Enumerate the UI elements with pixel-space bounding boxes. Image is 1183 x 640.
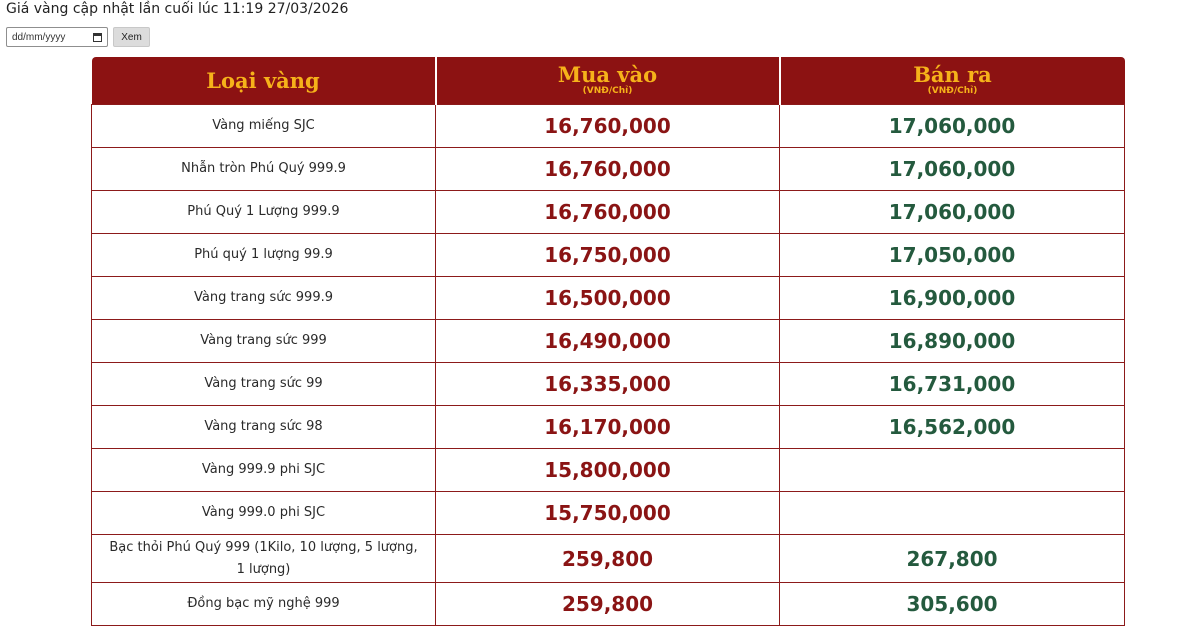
sell-price-cell: 16,731,000 xyxy=(779,362,1125,406)
table-row: Vàng 999.0 phi SJC 15,750,000 xyxy=(91,491,1125,535)
table-row: Vàng trang sức 999.9 16,500,000 16,900,0… xyxy=(91,276,1125,320)
table-row: Vàng trang sức 99 16,335,000 16,731,000 xyxy=(91,362,1125,406)
buy-price-cell: 259,800 xyxy=(435,534,780,583)
buy-price-cell: 16,760,000 xyxy=(435,190,780,234)
header-gold-type-title: Loại vàng xyxy=(206,67,320,93)
calendar-icon[interactable] xyxy=(93,32,102,42)
sell-price-cell: 16,890,000 xyxy=(779,319,1125,363)
buy-price-cell: 16,170,000 xyxy=(435,405,780,449)
gold-type-cell: Bạc thỏi Phú Quý 999 (1Kilo, 10 lượng, 5… xyxy=(91,534,436,583)
gold-type-cell: Vàng trang sức 999.9 xyxy=(91,276,436,320)
sell-price-cell: 16,562,000 xyxy=(779,405,1125,449)
header-sell-title: Bán ra xyxy=(913,62,992,87)
table-row: Vàng 999.9 phi SJC 15,800,000 xyxy=(91,448,1125,492)
sell-price-cell xyxy=(779,448,1125,492)
header-sell: Bán ra (VNĐ/Chỉ) xyxy=(778,57,1125,105)
buy-price-cell: 16,335,000 xyxy=(435,362,780,406)
table-row: Phú quý 1 lượng 99.9 16,750,000 17,050,0… xyxy=(91,233,1125,277)
table-row: Vàng trang sức 999 16,490,000 16,890,000 xyxy=(91,319,1125,363)
buy-price-cell: 15,800,000 xyxy=(435,448,780,492)
gold-type-cell: Nhẫn tròn Phú Quý 999.9 xyxy=(91,147,436,191)
buy-price-cell: 259,800 xyxy=(435,582,780,626)
view-button[interactable]: Xem xyxy=(113,27,150,47)
sell-price-cell: 267,800 xyxy=(779,534,1125,583)
gold-price-table: Loại vàng Mua vào (VNĐ/Chỉ) Bán ra (VNĐ/… xyxy=(91,57,1125,626)
buy-price-cell: 16,750,000 xyxy=(435,233,780,277)
sell-price-cell: 17,060,000 xyxy=(779,147,1125,191)
buy-price-cell: 16,760,000 xyxy=(435,147,780,191)
table-header-row: Loại vàng Mua vào (VNĐ/Chỉ) Bán ra (VNĐ/… xyxy=(91,57,1125,105)
gold-type-cell: Đồng bạc mỹ nghệ 999 xyxy=(91,582,436,626)
buy-price-cell: 16,490,000 xyxy=(435,319,780,363)
table-row: Bạc thỏi Phú Quý 999 (1Kilo, 10 lượng, 5… xyxy=(91,534,1125,583)
gold-type-cell: Phú quý 1 lượng 99.9 xyxy=(91,233,436,277)
gold-type-cell: Vàng trang sức 98 xyxy=(91,405,436,449)
sell-price-cell xyxy=(779,491,1125,535)
sell-price-cell: 17,060,000 xyxy=(779,190,1125,234)
date-controls: dd/mm/yyyy Xem xyxy=(6,27,150,47)
buy-price-cell: 16,760,000 xyxy=(435,104,780,148)
buy-price-cell: 16,500,000 xyxy=(435,276,780,320)
header-gold-type: Loại vàng xyxy=(91,57,436,105)
sell-price-cell: 17,060,000 xyxy=(779,104,1125,148)
buy-price-cell: 15,750,000 xyxy=(435,491,780,535)
gold-type-cell: Vàng 999.0 phi SJC xyxy=(91,491,436,535)
sell-price-cell: 305,600 xyxy=(779,582,1125,626)
gold-type-cell: Phú Quý 1 Lượng 999.9 xyxy=(91,190,436,234)
gold-type-cell: Vàng 999.9 phi SJC xyxy=(91,448,436,492)
date-placeholder: dd/mm/yyyy xyxy=(12,31,66,43)
header-sell-unit: (VNĐ/Chỉ) xyxy=(927,86,978,96)
gold-type-cell: Vàng miếng SJC xyxy=(91,104,436,148)
header-buy-unit: (VNĐ/Chỉ) xyxy=(582,86,633,96)
table-row: Phú Quý 1 Lượng 999.9 16,760,000 17,060,… xyxy=(91,190,1125,234)
gold-type-cell: Vàng trang sức 999 xyxy=(91,319,436,363)
gold-type-cell: Vàng trang sức 99 xyxy=(91,362,436,406)
table-row: Vàng trang sức 98 16,170,000 16,562,000 xyxy=(91,405,1125,449)
table-row: Vàng miếng SJC 16,760,000 17,060,000 xyxy=(91,104,1125,148)
sell-price-cell: 16,900,000 xyxy=(779,276,1125,320)
table-row: Đồng bạc mỹ nghệ 999 259,800 305,600 xyxy=(91,582,1125,626)
header-buy-title: Mua vào xyxy=(557,62,658,87)
sell-price-cell: 17,050,000 xyxy=(779,233,1125,277)
table-row: Nhẫn tròn Phú Quý 999.9 16,760,000 17,06… xyxy=(91,147,1125,191)
date-input[interactable]: dd/mm/yyyy xyxy=(6,27,108,47)
last-updated-text: Giá vàng cập nhật lần cuối lúc 11:19 27/… xyxy=(6,1,349,17)
header-buy: Mua vào (VNĐ/Chỉ) xyxy=(434,57,780,105)
